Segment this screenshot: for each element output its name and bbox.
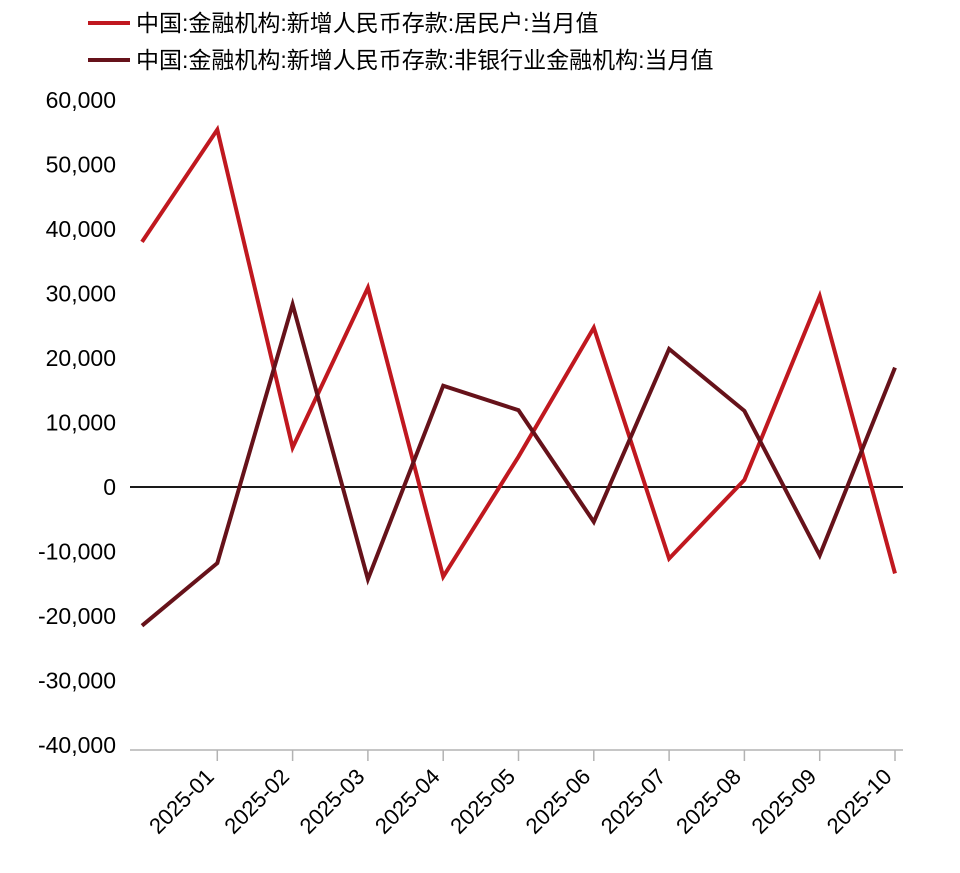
legend-item: 中国:金融机构:新增人民币存款:居民户:当月值 — [88, 8, 714, 38]
x-axis-label: 2025-03 — [295, 764, 370, 839]
x-axis-label: 2025-01 — [144, 764, 219, 839]
x-axis-label: 2025-02 — [219, 764, 294, 839]
x-axis-label: 2025-10 — [822, 764, 897, 839]
x-axis-label: 2025-06 — [521, 764, 596, 839]
legend-label: 中国:金融机构:新增人民币存款:居民户:当月值 — [136, 10, 599, 36]
x-axis-label: 2025-08 — [671, 764, 746, 839]
y-axis-label: 20,000 — [46, 345, 116, 371]
x-axis-label: 2025-07 — [596, 764, 671, 839]
x-axis-label: 2025-09 — [746, 764, 821, 839]
y-axis-label: 60,000 — [46, 87, 116, 113]
series-line-1 — [140, 297, 897, 628]
legend-label: 中国:金融机构:新增人民币存款:非银行业金融机构:当月值 — [136, 47, 714, 73]
y-axis-label: -10,000 — [38, 539, 116, 565]
y-axis-label: -40,000 — [38, 732, 116, 758]
chart-legend: 中国:金融机构:新增人民币存款:居民户:当月值中国:金融机构:新增人民币存款:非… — [88, 8, 714, 75]
legend-line-marker — [88, 58, 130, 62]
y-axis-label: -30,000 — [38, 668, 116, 694]
x-axis-label: 2025-05 — [445, 764, 520, 839]
y-axis-label: 50,000 — [46, 152, 116, 178]
legend-item: 中国:金融机构:新增人民币存款:非银行业金融机构:当月值 — [88, 45, 714, 75]
y-axis-label: -20,000 — [38, 603, 116, 629]
x-axis-label: 2025-04 — [370, 764, 445, 839]
legend-line-marker — [88, 21, 130, 25]
series-line-0 — [140, 124, 897, 582]
y-axis-label: 30,000 — [46, 281, 116, 307]
y-axis-label: 40,000 — [46, 216, 116, 242]
y-axis-label: 10,000 — [46, 410, 116, 436]
y-axis-label: 0 — [103, 474, 116, 500]
